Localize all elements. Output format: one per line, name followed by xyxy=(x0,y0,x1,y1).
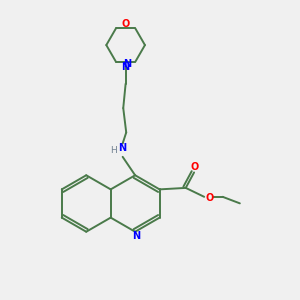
Text: N: N xyxy=(133,231,141,241)
Text: N: N xyxy=(122,62,130,72)
Text: O: O xyxy=(206,193,214,203)
Text: H: H xyxy=(110,146,116,155)
Text: O: O xyxy=(190,162,199,172)
Text: O: O xyxy=(122,19,130,29)
Text: N: N xyxy=(118,143,126,153)
Text: N: N xyxy=(123,59,131,69)
